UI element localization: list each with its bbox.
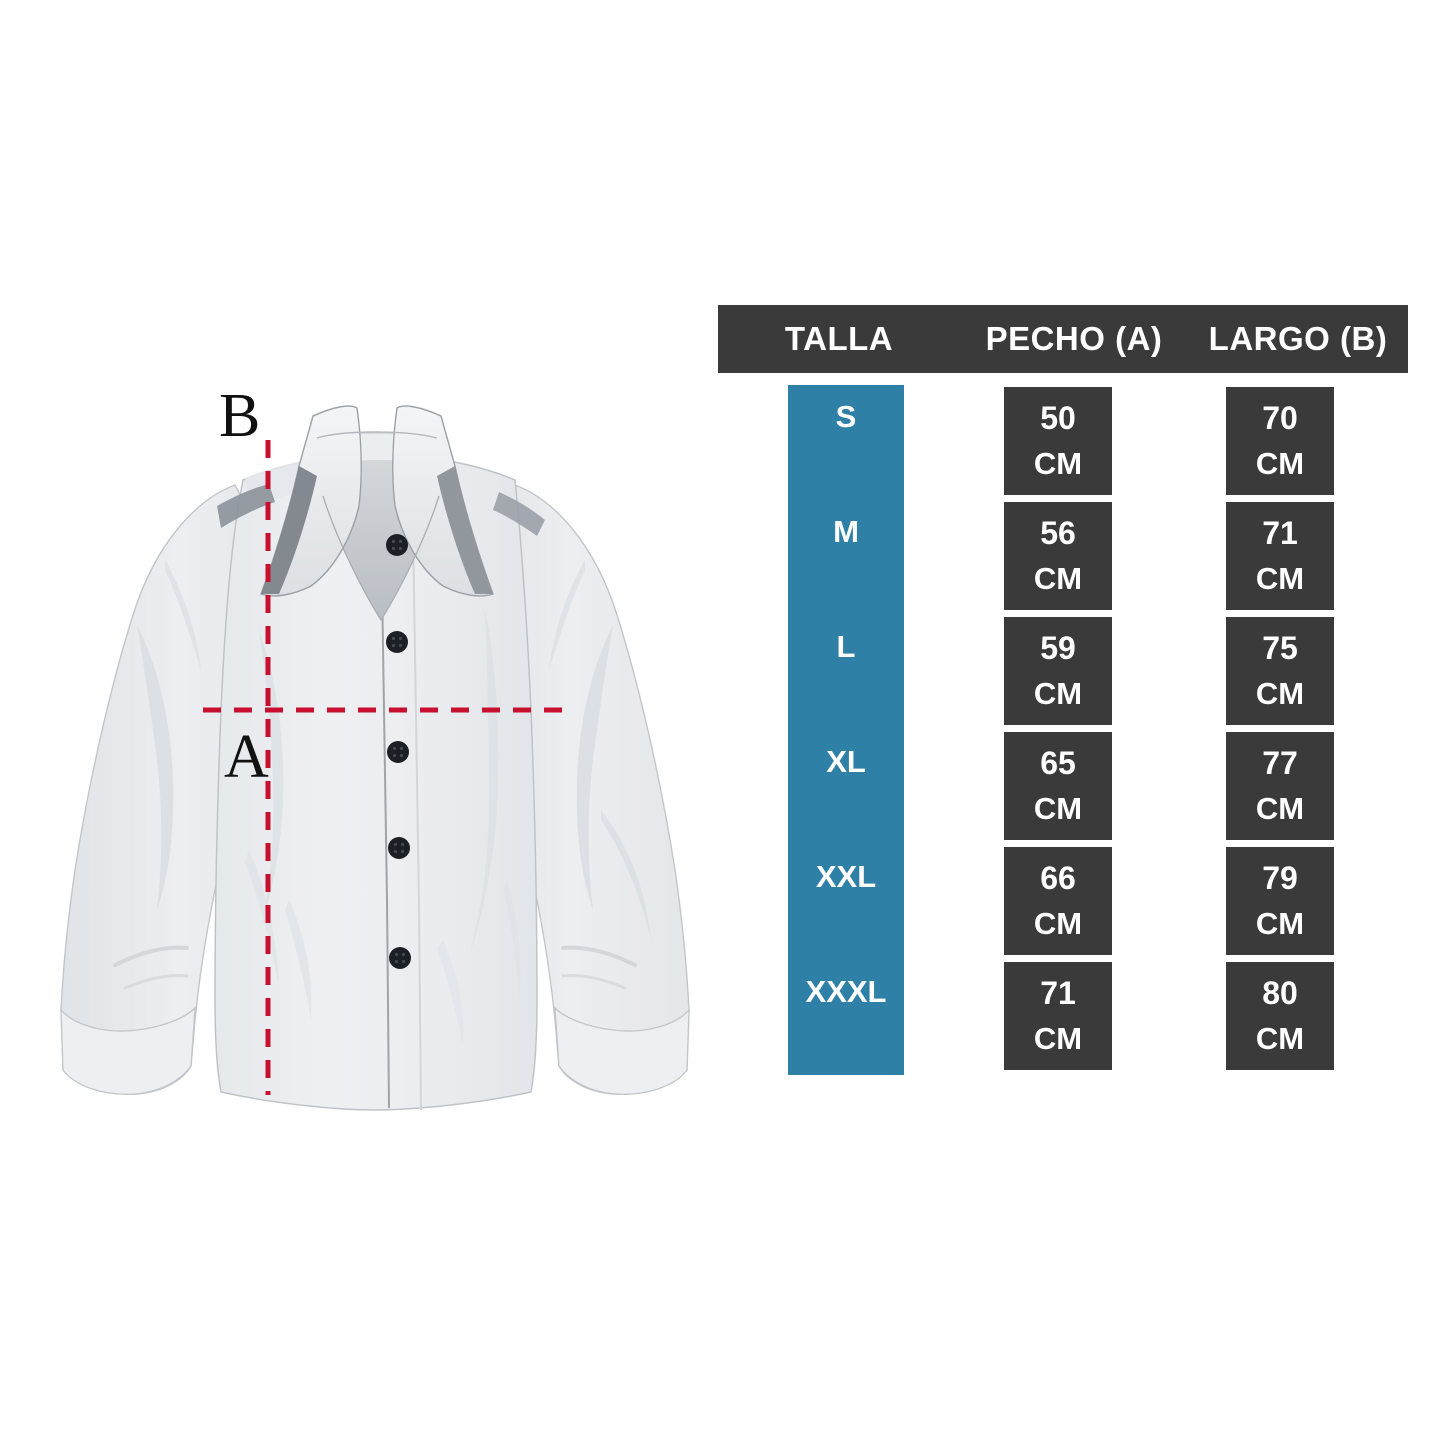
length-unit: CM bbox=[1255, 675, 1305, 711]
length-measure-cell: 80 CM bbox=[1226, 962, 1334, 1070]
size-cell: XXL bbox=[788, 845, 904, 960]
length-value: 70 bbox=[1262, 400, 1298, 437]
table-row: M 56 CM 71 CM bbox=[718, 500, 1408, 615]
length-marker-label-b: B bbox=[219, 382, 261, 450]
length-measure-cell: 77 CM bbox=[1226, 732, 1334, 840]
table-header-row: TALLA PECHO (A) LARGO (B) bbox=[718, 305, 1408, 373]
table-row: XXXL 71 CM 80 CM bbox=[718, 960, 1408, 1075]
length-measure-cell: 75 CM bbox=[1226, 617, 1334, 725]
button-1 bbox=[386, 534, 408, 556]
chest-value: 65 bbox=[1040, 745, 1076, 782]
chest-measure-cell: 66 CM bbox=[1004, 847, 1112, 955]
size-cell: XL bbox=[788, 730, 904, 845]
size-cell: L bbox=[788, 615, 904, 730]
size-table: TALLA PECHO (A) LARGO (B) S 50 CM 70 CM M 56 CM… bbox=[718, 305, 1408, 1095]
table-row: L 59 CM 75 CM bbox=[718, 615, 1408, 730]
size-cell: XXXL bbox=[788, 960, 904, 1075]
table-row: XL 65 CM 77 CM bbox=[718, 730, 1408, 845]
chest-value: 56 bbox=[1040, 515, 1076, 552]
buttons bbox=[386, 534, 411, 969]
button-5 bbox=[389, 947, 411, 969]
chest-measure-cell: 59 CM bbox=[1004, 617, 1112, 725]
chest-unit: CM bbox=[1033, 560, 1083, 596]
column-header-pecho: PECHO (A) bbox=[985, 320, 1163, 357]
chest-unit: CM bbox=[1033, 905, 1083, 941]
table-row: XXL 66 CM 79 CM bbox=[718, 845, 1408, 960]
size-cell: M bbox=[788, 500, 904, 615]
shirt-illustration bbox=[45, 380, 705, 1120]
length-measure-cell: 70 CM bbox=[1226, 387, 1334, 495]
chest-unit: CM bbox=[1033, 675, 1083, 711]
length-value: 75 bbox=[1262, 630, 1298, 667]
chest-measure-cell: 50 CM bbox=[1004, 387, 1112, 495]
measurement-guides bbox=[203, 440, 573, 1095]
column-header-talla: TALLA bbox=[784, 320, 894, 357]
chest-value: 50 bbox=[1040, 400, 1076, 437]
button-2 bbox=[386, 631, 408, 653]
length-value: 71 bbox=[1262, 515, 1298, 552]
length-measure-cell: 71 CM bbox=[1226, 502, 1334, 610]
button-4 bbox=[388, 837, 410, 859]
chest-marker-label-a: A bbox=[224, 723, 269, 791]
chest-unit: CM bbox=[1033, 790, 1083, 826]
size-cell: S bbox=[788, 385, 904, 500]
length-unit: CM bbox=[1255, 905, 1305, 941]
length-value: 79 bbox=[1262, 860, 1298, 897]
chest-unit: CM bbox=[1033, 1020, 1083, 1056]
button-3 bbox=[387, 741, 409, 763]
chest-value: 71 bbox=[1040, 975, 1076, 1012]
length-unit: CM bbox=[1255, 445, 1305, 481]
chest-value: 59 bbox=[1040, 630, 1076, 667]
length-value: 77 bbox=[1262, 745, 1298, 782]
chest-measure-cell: 71 CM bbox=[1004, 962, 1112, 1070]
chest-value: 66 bbox=[1040, 860, 1076, 897]
length-measure-cell: 79 CM bbox=[1226, 847, 1334, 955]
table-row: S 50 CM 70 CM bbox=[718, 385, 1408, 500]
table-body: S 50 CM 70 CM M 56 CM 71 CM L 59 CM 75 CM XL 65 CM 77 CM XXL… bbox=[718, 385, 1408, 1075]
length-unit: CM bbox=[1255, 560, 1305, 596]
column-header-largo: LARGO (B) bbox=[1208, 320, 1388, 357]
length-unit: CM bbox=[1255, 1020, 1305, 1056]
chest-unit: CM bbox=[1033, 445, 1083, 481]
chest-measure-cell: 56 CM bbox=[1004, 502, 1112, 610]
length-value: 80 bbox=[1262, 975, 1298, 1012]
collar bbox=[217, 405, 545, 621]
chest-measure-cell: 65 CM bbox=[1004, 732, 1112, 840]
length-unit: CM bbox=[1255, 790, 1305, 826]
